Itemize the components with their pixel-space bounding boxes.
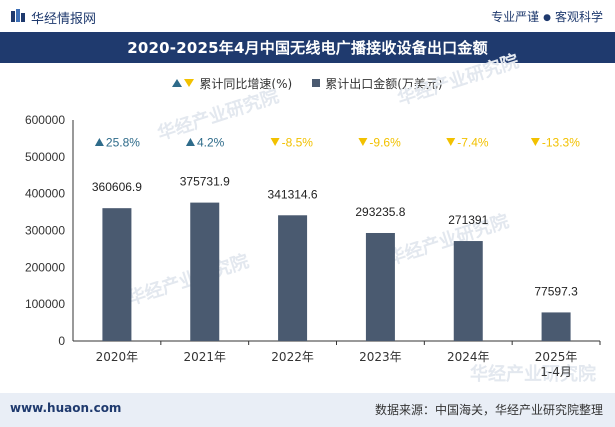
x-tick-label: 2025年 1-4月 <box>535 350 578 379</box>
bar-value-label: 77597.3 <box>534 284 578 298</box>
bar-value-label: 293235.8 <box>355 205 405 219</box>
bar-value-label: 375731.9 <box>180 175 230 189</box>
x-tick-label: 2021年 <box>183 350 226 364</box>
title-bar: 2020-2025年4月中国无线电广播接收设备出口金额 <box>0 32 615 63</box>
chart-legend: 累计同比增速(%) 累计出口金额(万美元) <box>0 73 615 93</box>
website-link[interactable]: www.huaon.com <box>10 401 122 415</box>
watermark-text: 华经产业研究院 <box>125 250 252 310</box>
y-tick-label: 100000 <box>25 297 65 311</box>
brand-name: 华经情报网 <box>31 12 97 27</box>
slogan-left: 专业严谨 <box>491 10 540 24</box>
y-tick-label: 200000 <box>25 260 65 274</box>
growth-label: -8.5% <box>282 136 314 150</box>
bar <box>453 241 483 341</box>
chart-title: 2020-2025年4月中国无线电广播接收设备出口金额 <box>127 39 488 57</box>
bar <box>365 232 395 341</box>
bar-value-label: 271391 <box>448 213 488 227</box>
growth-down-marker <box>358 138 368 146</box>
y-tick-label: 500000 <box>25 150 65 164</box>
bar <box>278 215 308 341</box>
y-tick-label: 300000 <box>25 224 65 238</box>
up-triangle-icon <box>172 79 183 87</box>
x-tick-label: 2022年 <box>271 350 314 364</box>
legend-growth: 累计同比增速(%) <box>172 75 292 92</box>
y-tick-label: 400000 <box>25 187 65 201</box>
bar <box>541 312 571 341</box>
dot-separator-icon: ● <box>543 13 551 23</box>
slogan: 专业严谨 ● 客观科学 <box>491 8 603 25</box>
data-source: 数据来源：中国海关，华经产业研究院整理 <box>374 403 603 417</box>
growth-up-marker <box>94 138 104 146</box>
bar-value-label: 341314.6 <box>268 187 318 201</box>
growth-label: -9.6% <box>369 136 401 150</box>
growth-label: -13.3% <box>542 136 580 150</box>
slogan-right: 客观科学 <box>554 10 603 24</box>
growth-down-marker <box>530 138 540 146</box>
growth-down-marker <box>270 138 280 146</box>
y-tick-label: 0 <box>58 334 65 348</box>
down-triangle-icon <box>184 79 195 87</box>
x-tick-label: 2024年 <box>447 350 490 364</box>
footer: www.huaon.com 数据来源：中国海关，华经产业研究院整理 <box>0 393 615 427</box>
bar <box>190 202 220 341</box>
growth-label: 4.2% <box>197 136 225 150</box>
legend-amount-label: 累计出口金额(万美元) <box>325 76 443 91</box>
x-tick-label: 2023年 <box>359 350 402 364</box>
growth-down-marker <box>446 138 456 146</box>
legend-amount: 累计出口金额(万美元) <box>312 75 443 92</box>
legend-growth-label: 累计同比增速(%) <box>199 76 293 91</box>
watermark-text: 华经产业研究院 <box>470 363 596 385</box>
brand-logo-icon <box>11 9 25 22</box>
watermark-text: 华经产业研究院 <box>395 50 522 110</box>
bar <box>102 208 132 341</box>
growth-up-marker <box>185 138 195 146</box>
growth-label: 25.8% <box>106 136 140 150</box>
y-tick-label: 600000 <box>25 113 65 127</box>
legend-bar-swatch <box>312 79 321 87</box>
growth-label: -7.4% <box>457 136 489 150</box>
x-tick-label: 2020年 <box>96 350 139 364</box>
bar-value-label: 360606.9 <box>92 180 142 194</box>
top-bar: 华经情报网 专业严谨 ● 客观科学 <box>0 0 615 32</box>
